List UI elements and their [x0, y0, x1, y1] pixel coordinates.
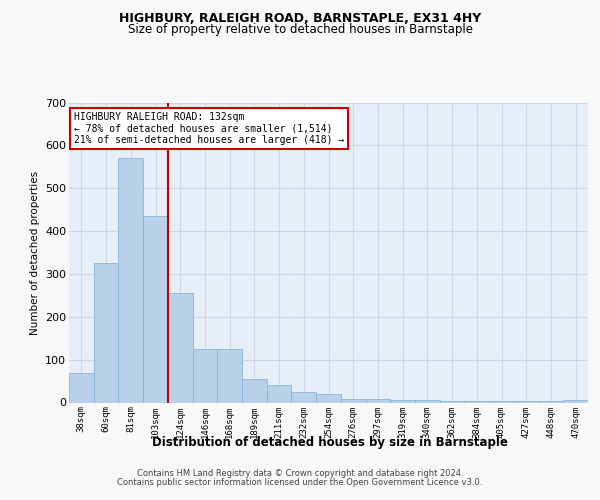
Bar	[118, 158, 143, 402]
Y-axis label: Number of detached properties: Number of detached properties	[29, 170, 40, 334]
Bar	[489, 401, 514, 402]
Bar	[440, 401, 464, 402]
Bar	[415, 400, 440, 402]
Bar	[69, 374, 94, 402]
Bar	[464, 401, 489, 402]
Bar	[168, 293, 193, 403]
Text: Contains public sector information licensed under the Open Government Licence v3: Contains public sector information licen…	[118, 478, 482, 487]
Bar	[514, 401, 539, 402]
Bar	[365, 399, 390, 402]
Bar	[242, 379, 267, 402]
Bar	[217, 349, 242, 403]
Text: HIGHBURY RALEIGH ROAD: 132sqm
← 78% of detached houses are smaller (1,514)
21% o: HIGHBURY RALEIGH ROAD: 132sqm ← 78% of d…	[74, 112, 344, 144]
Bar	[390, 400, 415, 402]
Bar	[94, 263, 118, 402]
Text: HIGHBURY, RALEIGH ROAD, BARNSTAPLE, EX31 4HY: HIGHBURY, RALEIGH ROAD, BARNSTAPLE, EX31…	[119, 12, 481, 26]
Text: Distribution of detached houses by size in Barnstaple: Distribution of detached houses by size …	[152, 436, 508, 449]
Bar	[292, 392, 316, 402]
Bar	[341, 399, 365, 402]
Bar	[539, 401, 563, 402]
Bar	[316, 394, 341, 402]
Bar	[193, 349, 217, 403]
Bar	[267, 386, 292, 402]
Bar	[563, 400, 588, 402]
Text: Contains HM Land Registry data © Crown copyright and database right 2024.: Contains HM Land Registry data © Crown c…	[137, 470, 463, 478]
Bar	[143, 216, 168, 402]
Text: Size of property relative to detached houses in Barnstaple: Size of property relative to detached ho…	[128, 22, 473, 36]
